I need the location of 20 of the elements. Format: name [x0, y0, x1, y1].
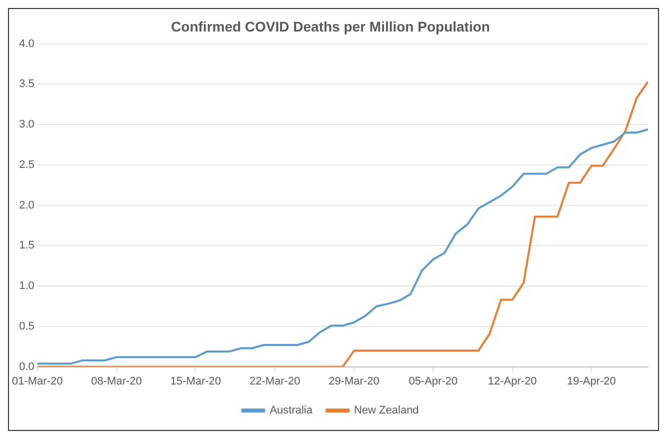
y-tick-label: 3.0 [19, 118, 34, 131]
y-tick-label: 4.0 [19, 38, 34, 50]
legend-label: Australia [270, 404, 314, 417]
y-tick-label: 0.0 [19, 360, 34, 373]
x-tick-label: 22-Mar-20 [249, 375, 300, 388]
x-tick-label: 12-Apr-20 [488, 375, 537, 388]
y-tick-label: 0.5 [19, 320, 34, 332]
x-tick-label: 19-Apr-20 [567, 375, 616, 388]
y-tick-label: 3.5 [19, 78, 34, 90]
x-tick-label: 29-Mar-20 [328, 375, 380, 388]
x-tick-label: 05-Apr-20 [408, 375, 458, 388]
x-tick-label: 08-Mar-20 [91, 375, 142, 388]
y-tick-label: 2.0 [19, 199, 34, 212]
y-tick-label: 1.0 [19, 280, 34, 292]
x-tick-label: 01-Mar-20 [12, 375, 63, 388]
y-tick-label: 2.5 [19, 158, 34, 171]
y-tick-label: 1.5 [19, 240, 34, 252]
chart-title: Confirmed COVID Deaths per Million Population [171, 18, 490, 34]
x-tick-label: 15-Mar-20 [170, 375, 222, 388]
legend-label: New Zealand [354, 404, 419, 417]
